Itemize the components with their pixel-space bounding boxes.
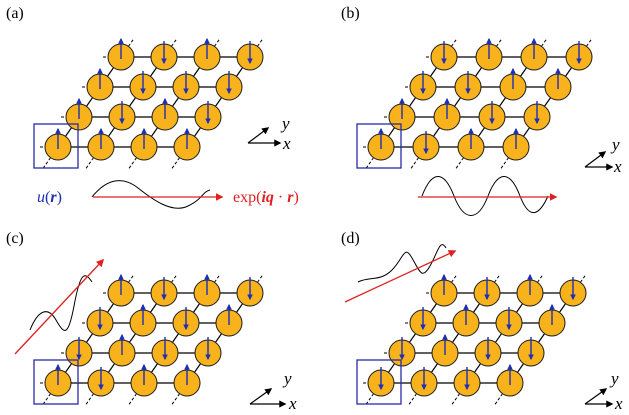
- y-axis-arrow: [584, 388, 608, 405]
- bond-dashed: [455, 157, 464, 169]
- x-axis-label: x: [282, 134, 291, 153]
- y-axis-label: y: [610, 135, 620, 154]
- bond: [186, 292, 251, 384]
- bond: [423, 292, 488, 384]
- unit-cell-box: [33, 123, 79, 169]
- bond-dashed: [586, 38, 593, 47]
- bond-dashed: [42, 393, 51, 405]
- unit-cell-box: [356, 359, 402, 405]
- x-axis-label: x: [288, 394, 297, 410]
- bond-dashed: [451, 38, 458, 47]
- x-axis-label: x: [613, 157, 622, 176]
- y-axis-arrow: [249, 388, 273, 405]
- unit-cell-box: [356, 123, 402, 169]
- bond-dashed: [257, 38, 264, 47]
- bond: [515, 56, 580, 148]
- bond-dashed: [85, 393, 94, 405]
- bond-dashed: [451, 274, 458, 283]
- bond-dashed: [496, 38, 503, 47]
- lattice-c: [33, 273, 264, 405]
- x-axis-label: x: [614, 394, 623, 410]
- axes-a: y x: [247, 114, 291, 153]
- bond: [100, 292, 165, 384]
- modulation-illustration: [344, 244, 457, 303]
- bond-dashed: [541, 38, 548, 47]
- formula-u-r: u(r): [37, 189, 62, 206]
- lattice-d: [356, 273, 587, 405]
- bond-dashed: [537, 274, 544, 283]
- bond-dashed: [451, 393, 460, 405]
- panel-a: (a) y x u(r) exp(iq · r): [6, 5, 299, 209]
- panel-d: (d) y x: [341, 230, 623, 413]
- y-axis-label: y: [282, 369, 292, 388]
- panel-label-b: (b): [341, 5, 360, 22]
- panel-c: (c) y x: [6, 230, 297, 413]
- y-axis-label: y: [609, 369, 619, 388]
- sine-wave: [29, 275, 93, 331]
- bond-dashed: [365, 157, 374, 169]
- bond-dashed: [257, 274, 264, 283]
- bond: [425, 56, 490, 148]
- bond-dashed: [171, 38, 178, 47]
- panel-label-c: (c): [6, 230, 24, 247]
- panel-label-a: (a): [6, 5, 24, 22]
- bond: [57, 56, 122, 148]
- sine-wave: [357, 244, 447, 283]
- bond: [57, 292, 122, 384]
- bond-dashed: [410, 157, 419, 169]
- bond-dashed: [500, 157, 509, 169]
- bond-dashed: [408, 393, 417, 405]
- y-axis-arrow: [584, 151, 607, 168]
- bond: [143, 292, 208, 384]
- bond: [466, 292, 531, 384]
- y-axis-label: y: [280, 114, 290, 133]
- bond: [380, 56, 445, 148]
- unit-cell-box: [33, 359, 79, 405]
- bond: [470, 56, 535, 148]
- modulation-illustration: [14, 258, 105, 355]
- bond-dashed: [171, 157, 180, 169]
- lattice-b: [356, 37, 593, 169]
- wave-vector-arrow: [344, 250, 457, 303]
- panel-b: (b) y x: [341, 5, 622, 216]
- bond-dashed: [171, 274, 178, 283]
- bond-dashed: [214, 274, 221, 283]
- axes-c: y x: [249, 369, 297, 413]
- bond-dashed: [128, 157, 137, 169]
- bond: [143, 56, 208, 148]
- wave-vector-arrow: [14, 258, 105, 355]
- axes-b: y x: [584, 135, 622, 176]
- bond-dashed: [85, 157, 94, 169]
- bond-dashed: [128, 38, 135, 47]
- modulation-illustration: u(r) exp(iq · r): [37, 180, 299, 209]
- sine-wave: [421, 176, 549, 216]
- bond: [100, 56, 165, 148]
- bond: [380, 292, 445, 384]
- bond-dashed: [580, 274, 587, 283]
- sine-wave: [91, 180, 211, 209]
- axes-d: y x: [584, 369, 623, 413]
- panel-label-d: (d): [341, 230, 360, 247]
- modulation-illustration: [418, 176, 558, 216]
- bond: [186, 56, 251, 148]
- bond-dashed: [214, 38, 221, 47]
- bond-dashed: [171, 393, 180, 405]
- formula-exp-iqr: exp(iq · r): [233, 189, 299, 206]
- bond-dashed: [128, 393, 137, 405]
- bond-dashed: [128, 274, 135, 283]
- bond-dashed: [365, 393, 374, 405]
- bond-dashed: [494, 274, 501, 283]
- bond: [509, 292, 574, 384]
- bond-dashed: [42, 157, 51, 169]
- y-axis-arrow: [247, 127, 270, 144]
- lattice-a: [33, 37, 264, 169]
- bond-dashed: [494, 393, 503, 405]
